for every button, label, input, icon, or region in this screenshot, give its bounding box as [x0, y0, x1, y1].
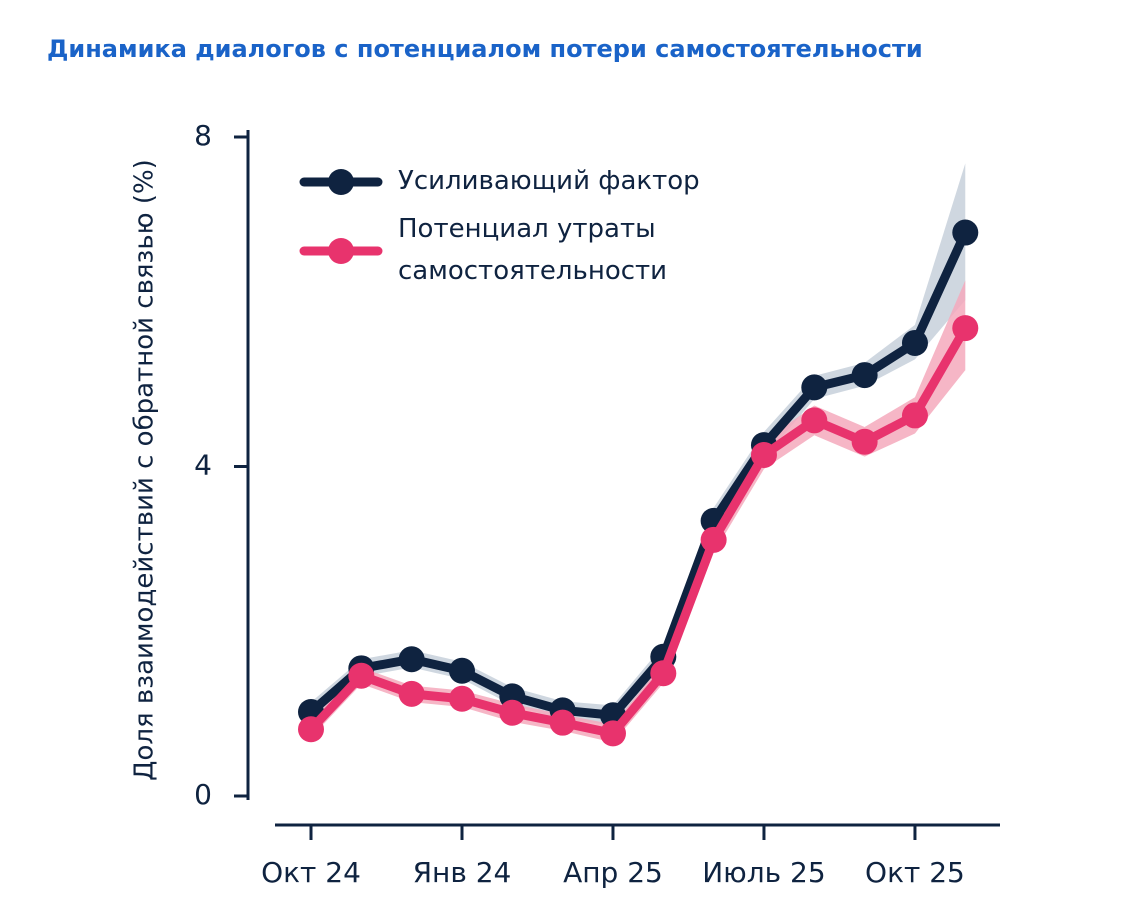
series-line	[308, 230, 970, 720]
legend-label: Потенциал утраты самостоятельности	[398, 214, 668, 286]
data-point	[448, 657, 475, 684]
data-point	[599, 720, 626, 747]
legend-marker	[328, 169, 354, 195]
y-tick-label: 8	[194, 119, 212, 152]
data-point	[901, 329, 928, 356]
data-point	[499, 699, 526, 726]
y-axis-label: Доля взаимодействий с обратной связью (%…	[130, 159, 160, 781]
y-tick-label: 4	[194, 449, 212, 482]
data-point	[700, 526, 727, 553]
data-point	[398, 646, 425, 673]
data-point	[952, 315, 979, 342]
data-point	[901, 402, 928, 429]
chart-title: Динамика диалогов с потенциалом потери с…	[47, 35, 923, 63]
data-point	[801, 374, 828, 401]
x-tick-label: Окт 25	[865, 856, 965, 889]
data-point	[650, 660, 677, 687]
series-line	[307, 325, 970, 738]
x-tick-label: Апр 25	[563, 856, 663, 889]
x-tick-label: Июль 25	[702, 856, 825, 889]
legend-marker	[328, 238, 354, 264]
data-point	[750, 441, 777, 468]
legend-label: Усиливающий фактор	[398, 166, 700, 196]
y-tick-label: 0	[194, 778, 212, 811]
data-point	[851, 362, 878, 389]
data-point	[801, 407, 828, 434]
x-tick-label: Окт 24	[261, 856, 361, 889]
data-point	[398, 680, 425, 707]
data-point	[448, 685, 475, 712]
x-tick-label: Янв 24	[413, 856, 512, 889]
data-point	[851, 428, 878, 455]
data-point	[952, 219, 979, 246]
data-point	[348, 662, 375, 689]
data-point	[549, 709, 576, 736]
data-point	[298, 716, 324, 743]
